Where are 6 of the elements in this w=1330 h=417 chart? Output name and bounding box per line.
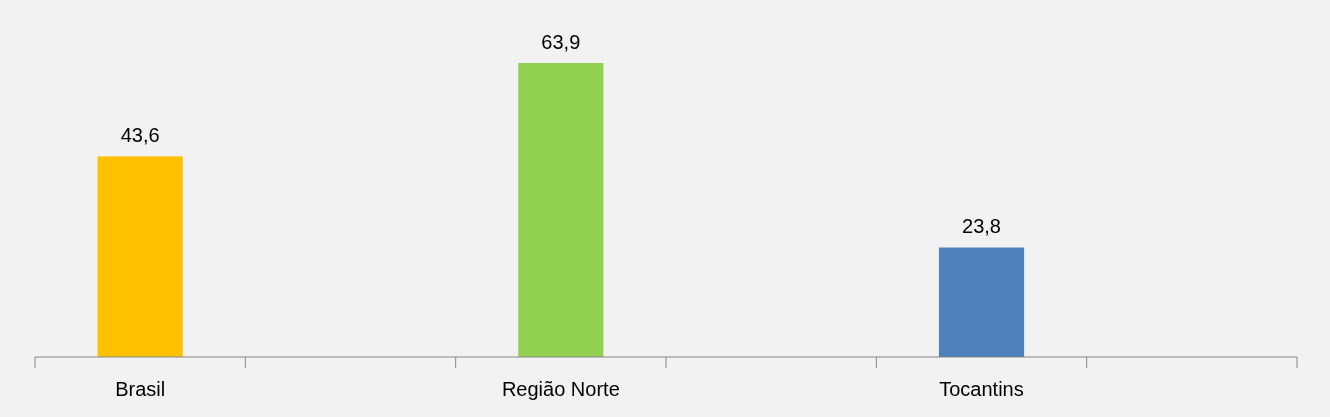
data-label: 23,8	[962, 215, 1001, 238]
x-tick-label: Brasil	[115, 378, 166, 400]
x-tick-label: Região Norte	[501, 378, 620, 400]
data-label: 63,9	[541, 31, 581, 53]
x-tick-label: Tocantins	[939, 378, 1024, 400]
data-label: 43,6	[120, 124, 160, 147]
